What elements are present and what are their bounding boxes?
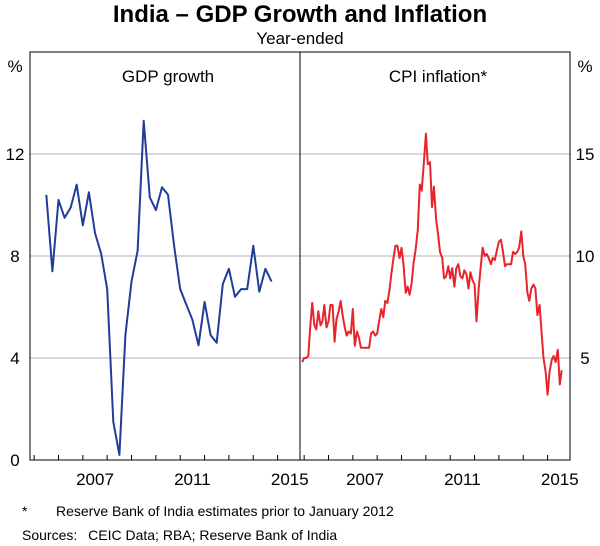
panel-title-cpi: CPI inflation* — [389, 67, 488, 86]
series-lines — [45, 119, 563, 456]
left-unit-label: % — [7, 57, 22, 76]
footnote-star: * — [22, 503, 28, 519]
y-tick-label-gdp-4: 4 — [10, 349, 19, 368]
footnote-text: Reserve Bank of India estimates prior to… — [56, 503, 394, 519]
panel-title-gdp: GDP growth — [122, 67, 214, 86]
y-tick-label-gdp-0: 0 — [10, 451, 19, 470]
x-tick-label-0-2007: 2007 — [76, 470, 114, 489]
chart-subtitle: Year-ended — [256, 29, 344, 48]
y-tick-label-gdp-8: 8 — [10, 247, 19, 266]
axis-labels: 0 4 8 12 2007 2011 2015 5 10 15 2007 2011 2015 — [6, 145, 595, 489]
y-tick-label-gdp-12: 12 — [6, 145, 25, 164]
y-tick-label-cpi-5: 5 — [580, 349, 589, 368]
y-tick-label-cpi-10: 10 — [576, 247, 595, 266]
x-tick-label-1-2007: 2007 — [346, 470, 384, 489]
series-line-cpi-inflation — [301, 132, 563, 396]
footnote: * Reserve Bank of India estimates prior t… — [22, 503, 394, 520]
chart-title: India – GDP Growth and Inflation — [112, 1, 488, 28]
right-unit-label: % — [577, 57, 592, 76]
x-tick-label-1-2015: 2015 — [541, 470, 579, 489]
x-tick-label-0-2015: 2015 — [271, 470, 309, 489]
series-line-gdp-growth — [45, 119, 273, 456]
x-tick-label-0-2011: 2011 — [174, 470, 211, 489]
x-tick-label-1-2011: 2011 — [444, 470, 481, 489]
sources-note: Sources: CEIC Data; RBA; Reserve Bank of… — [22, 527, 338, 543]
y-tick-label-cpi-15: 15 — [576, 145, 595, 164]
chart-area: % % GDP growth CPI inflation* 0 4 8 12 2007 2… — [6, 51, 595, 489]
axis-ticks — [33, 455, 549, 460]
